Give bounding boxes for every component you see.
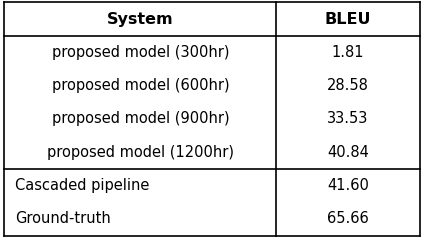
Text: 41.60: 41.60 [327, 178, 369, 193]
Text: 40.84: 40.84 [327, 145, 369, 160]
Text: Cascaded pipeline: Cascaded pipeline [15, 178, 149, 193]
Text: BLEU: BLEU [325, 11, 371, 27]
Text: 28.58: 28.58 [327, 78, 369, 93]
Text: 65.66: 65.66 [327, 211, 369, 227]
Text: proposed model (600hr): proposed model (600hr) [51, 78, 229, 93]
Text: Ground-truth: Ground-truth [15, 211, 111, 227]
Text: proposed model (900hr): proposed model (900hr) [51, 111, 229, 127]
Text: proposed model (1200hr): proposed model (1200hr) [47, 145, 234, 160]
Text: proposed model (300hr): proposed model (300hr) [52, 45, 229, 60]
Text: 1.81: 1.81 [332, 45, 364, 60]
Text: System: System [107, 11, 174, 27]
Text: 33.53: 33.53 [327, 111, 369, 127]
